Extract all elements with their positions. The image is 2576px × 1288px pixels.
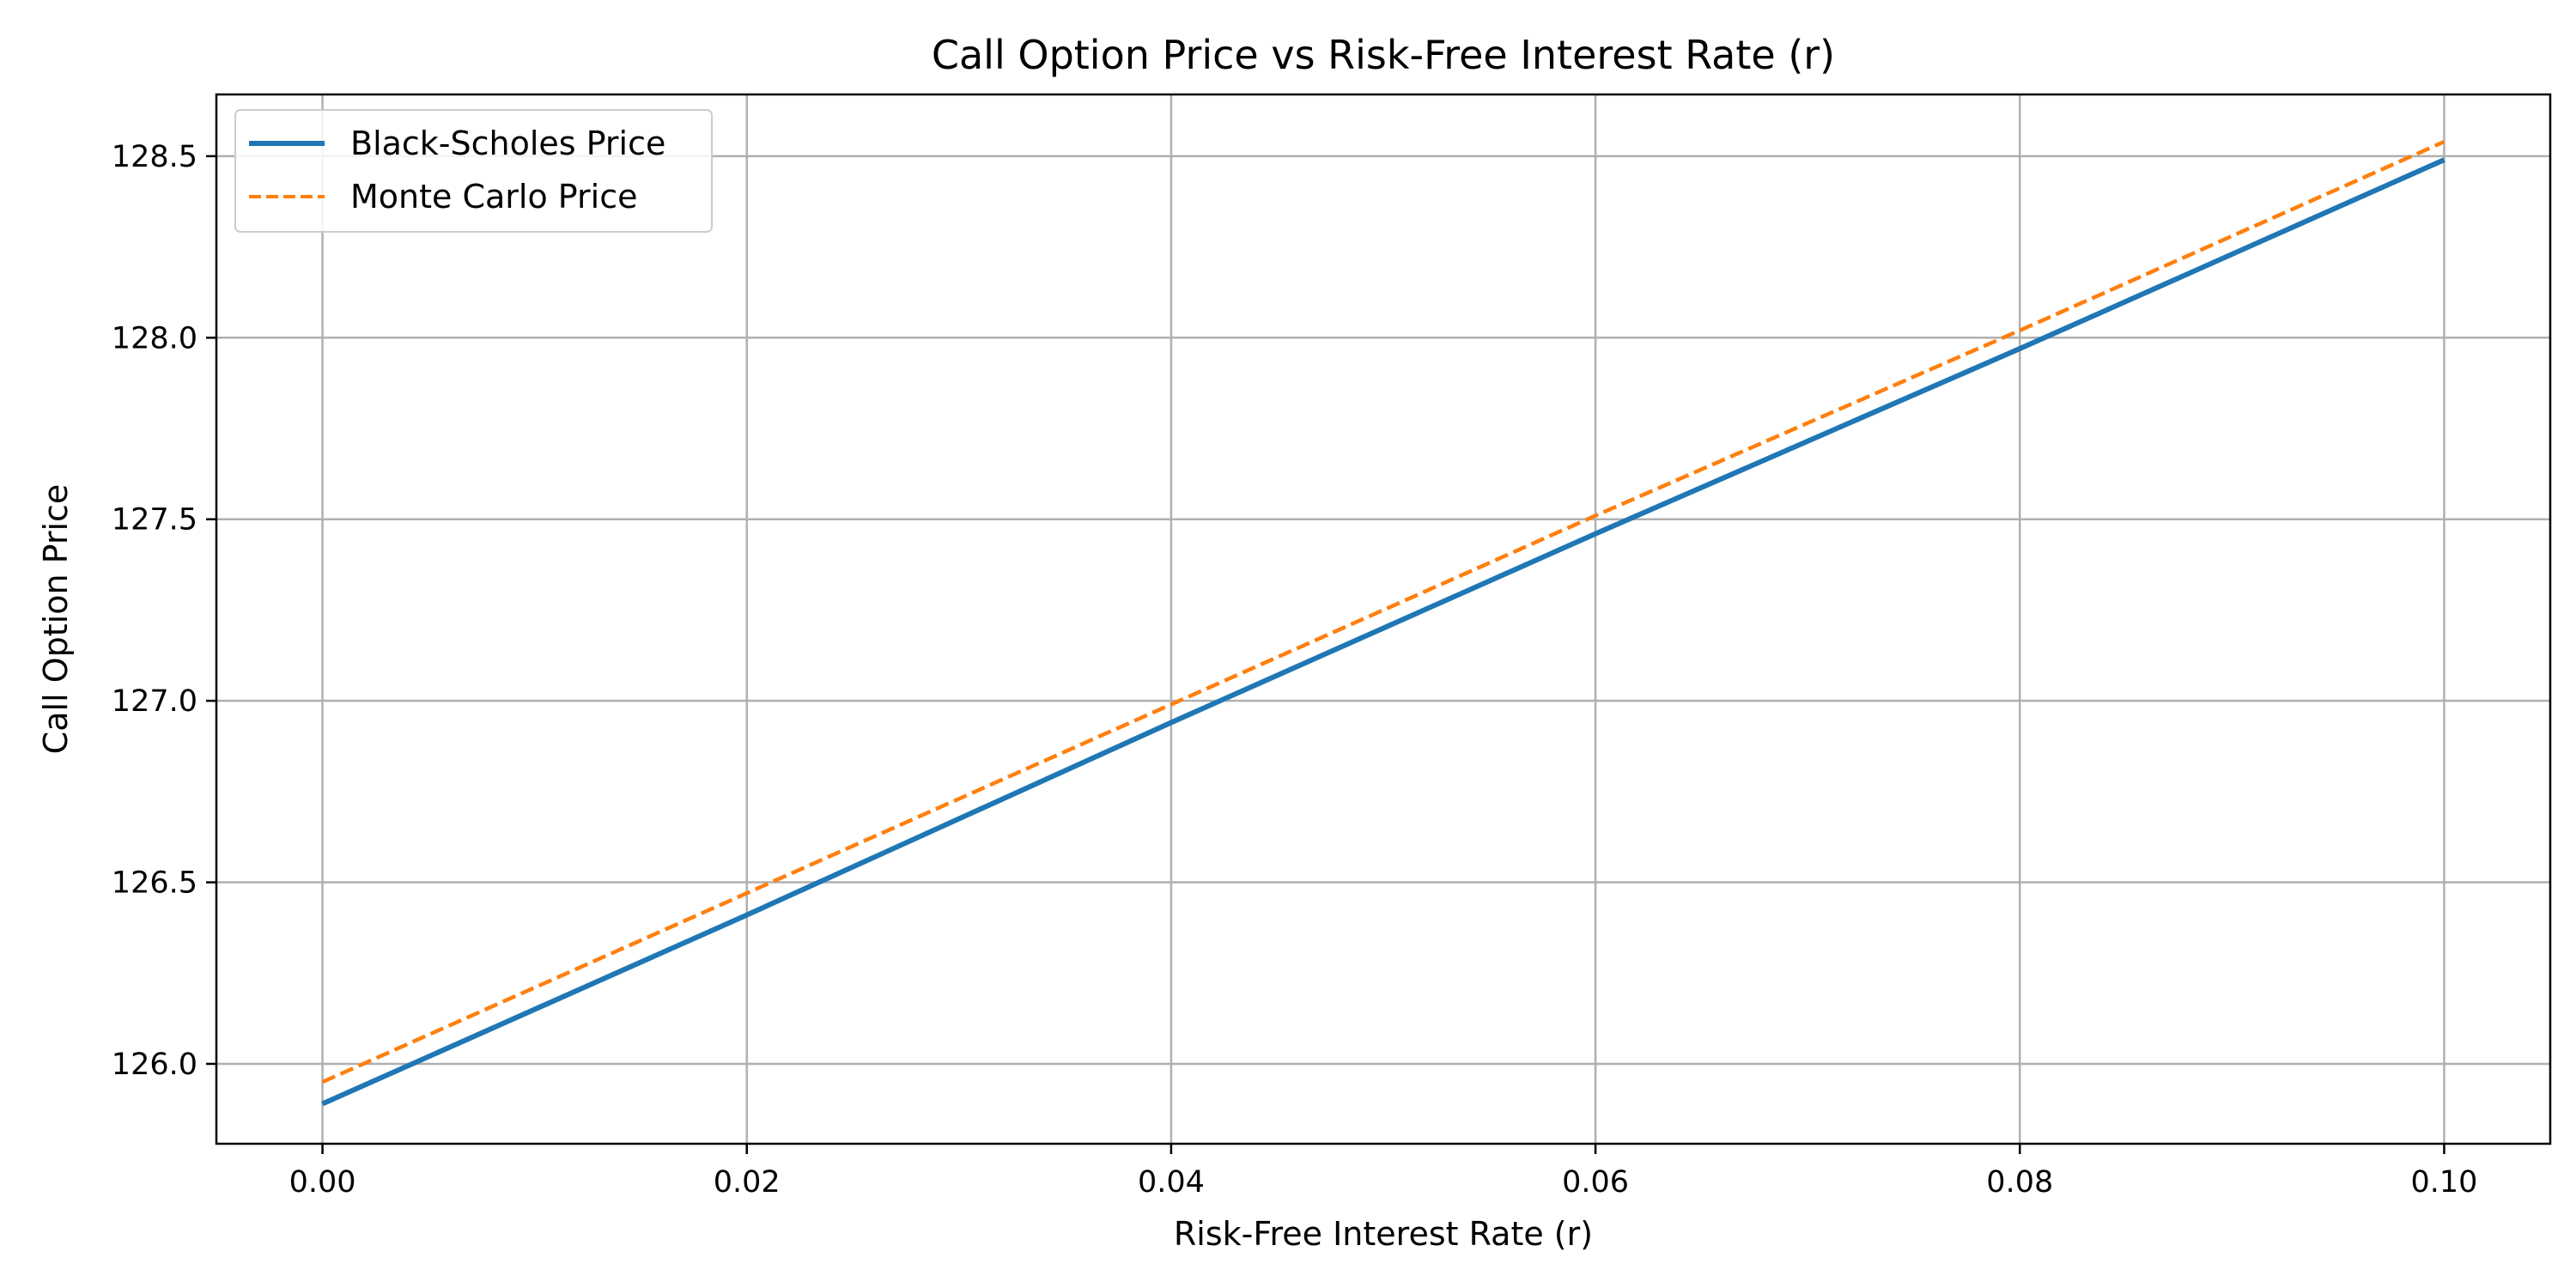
x-tick-label: 0.00 — [289, 1165, 356, 1200]
x-tick-label: 0.08 — [1986, 1165, 2053, 1200]
legend-label-monte-carlo: Monte Carlo Price — [350, 178, 638, 216]
series-lines — [321, 139, 2445, 1107]
legend-box — [234, 109, 713, 233]
data-point — [1170, 722, 1171, 723]
y-tick-label: 127.5 — [112, 503, 197, 538]
y-tick-label: 126.0 — [112, 1048, 197, 1082]
chart-title: Call Option Price vs Risk-Free Interest … — [932, 32, 1835, 78]
data-point — [746, 914, 747, 915]
y-tick-label: 128.0 — [112, 321, 197, 355]
data-point — [2444, 141, 2445, 142]
data-point — [1170, 704, 1171, 705]
grid-lines — [216, 94, 2550, 1144]
data-point — [322, 1103, 323, 1104]
data-point — [322, 1082, 323, 1083]
x-axis-title: Risk-Free Interest Rate (r) — [1174, 1215, 1593, 1253]
series-line-monte-carlo — [321, 139, 2445, 1084]
legend-label-black-scholes: Black-Scholes Price — [350, 125, 665, 162]
x-tick-label: 0.04 — [1138, 1165, 1205, 1200]
y-tick-label: 126.5 — [112, 866, 197, 901]
axis-ticks: 0.00 0.02 0.04 0.06 0.08 0.10 126.0 126.5 127.0 1… — [112, 140, 2478, 1200]
plot-frame — [215, 93, 2552, 1145]
y-tick-label: 128.5 — [112, 140, 197, 174]
series-line-black-scholes — [321, 157, 2445, 1107]
y-tick-label: 127.0 — [112, 684, 197, 719]
data-point — [2444, 160, 2445, 161]
legend: Black-Scholes Price Monte Carlo Price — [234, 109, 713, 233]
data-point — [1595, 533, 1596, 534]
data-point — [746, 893, 747, 894]
data-point — [1595, 515, 1596, 516]
y-axis-title: Call Option Price — [37, 484, 75, 755]
x-tick-label: 0.10 — [2410, 1165, 2477, 1200]
x-tick-label: 0.06 — [1562, 1165, 1629, 1200]
x-tick-label: 0.02 — [714, 1165, 781, 1200]
